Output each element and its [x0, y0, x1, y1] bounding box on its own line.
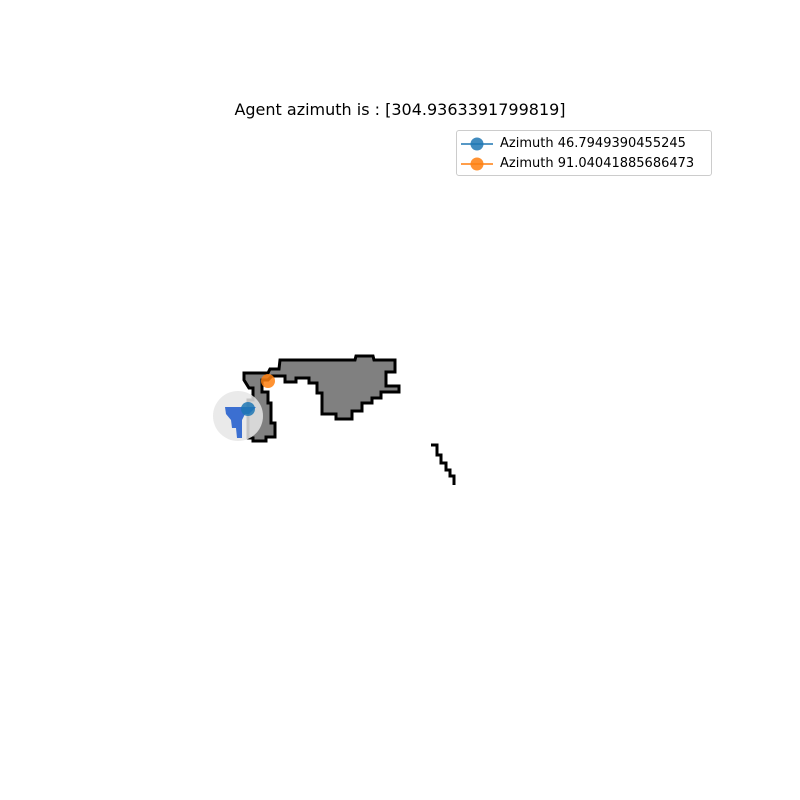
legend-item-1: Azimuth 46.7949390455245: [457, 134, 711, 154]
azimuth-point-2: [261, 374, 275, 388]
explored-region: [242, 354, 456, 485]
azimuth-point-1: [241, 402, 255, 416]
legend-marker-icon: [461, 137, 493, 151]
obstacle-area: [242, 354, 401, 443]
obstacle-fragment: [431, 443, 456, 485]
legend-label: Azimuth 46.7949390455245: [500, 136, 686, 151]
legend-label: Azimuth 91.04041885686473: [500, 156, 695, 171]
legend: Azimuth 46.7949390455245 Azimuth 91.0404…: [456, 130, 712, 176]
legend-marker-icon: [461, 157, 493, 171]
legend-item-2: Azimuth 91.04041885686473: [457, 154, 711, 174]
map-title: Agent azimuth is : [304.9363391799819]: [234, 100, 566, 119]
agent-arrow-icon: [225, 407, 256, 438]
